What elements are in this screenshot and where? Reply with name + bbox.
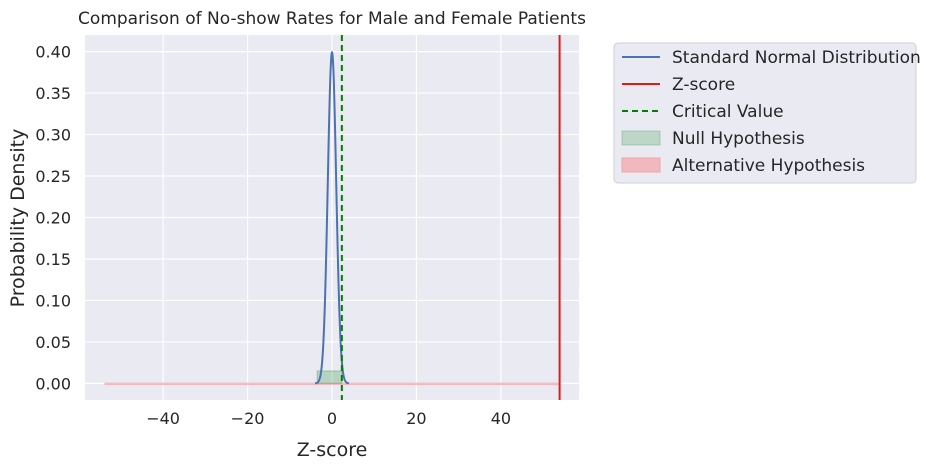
legend-label-normal: Standard Normal Distribution [672,48,921,68]
y-tick-labels: 0.00 0.05 0.10 0.15 0.20 0.25 0.30 0.35 0.40 [35,43,71,394]
legend-label-alternative: Alternative Hypothesis [672,156,865,176]
y-tick-label: 0.15 [35,250,71,269]
legend-swatch-null [621,130,661,146]
y-tick-label: 0.30 [35,126,71,145]
legend-swatch-alternative [621,157,661,173]
legend-label-null: Null Hypothesis [672,129,805,149]
legend-label-zscore: Z-score [672,75,735,95]
x-tick-label: −20 [231,409,265,428]
normal-distribution-line [314,50,350,385]
chart-title: Comparison of No-show Rates for Male and… [78,9,586,29]
y-tick-label: 0.20 [35,209,71,228]
x-tick-labels: −40 −20 0 20 40 [146,409,511,428]
y-tick-label: 0.00 [35,374,71,393]
y-tick-label: 0.40 [35,43,71,62]
legend: Standard Normal Distribution Z-score Cri… [613,42,921,184]
y-tick-label: 0.05 [35,333,71,352]
chart-marks [104,35,561,400]
y-tick-label: 0.35 [35,84,71,103]
x-tick-label: −40 [146,409,180,428]
legend-label-critical: Critical Value [672,102,784,122]
legend-box [613,42,917,184]
x-tick-label: 0 [327,409,337,428]
y-tick-label: 0.25 [35,167,71,186]
x-tick-label: 40 [491,409,511,428]
x-axis-label: Z-score [297,439,368,461]
y-tick-label: 0.10 [35,291,71,310]
y-axis-label: Probability Density [7,129,29,308]
x-tick-label: 20 [406,409,426,428]
